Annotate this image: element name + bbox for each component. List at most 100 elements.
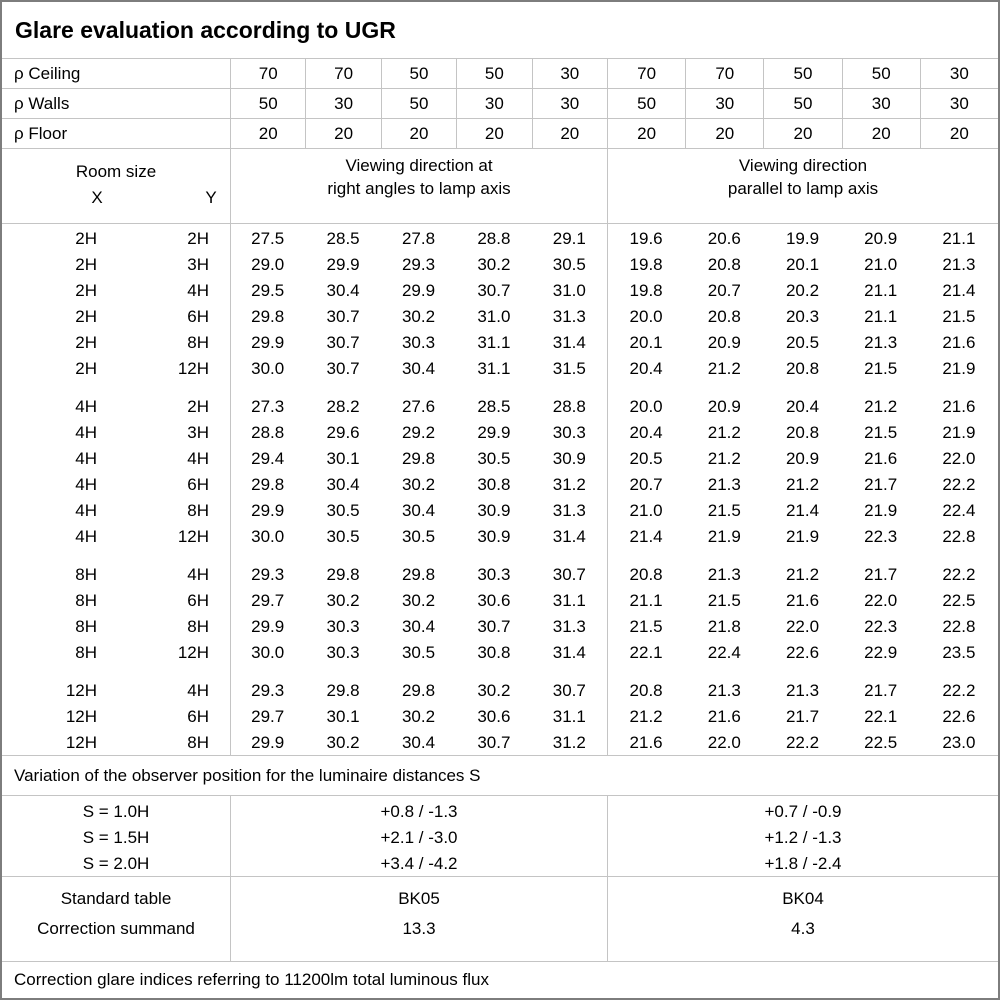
ugr-value: 20.8 — [785, 359, 820, 378]
ugr-value: 21.0 — [864, 255, 898, 274]
ugr-values-right-angles: 30.0 30.7 30.4 31.1 31.5 — [230, 359, 607, 379]
rho-value: 50 — [763, 59, 841, 88]
ugr-value: 21.7 — [864, 475, 898, 494]
column-header-row: Room size X Y Viewing direction at right… — [2, 149, 998, 224]
ugr-value: 21.3 — [707, 565, 741, 584]
room-x: 4H — [75, 527, 97, 546]
ugr-value: 21.1 — [942, 229, 976, 248]
ugr-value: 30.7 — [552, 565, 586, 584]
ugr-value: 21.3 — [707, 681, 741, 700]
ugr-value: 29.3 — [401, 255, 436, 274]
rho-ceiling-row: ρ Ceiling 70 70 50 50 30 70 70 50 50 30 — [2, 59, 998, 89]
ugr-value: 21.2 — [629, 707, 663, 726]
row-group-4h: 4H 2H 27.3 28.2 27.6 28.5 28.8 20.0 20.9… — [2, 394, 998, 550]
ugr-value: 21.5 — [942, 307, 976, 326]
rho-value: 20 — [841, 119, 920, 148]
row-group-8h: 8H 4H 29.3 29.8 29.8 30.3 30.7 20.8 21.3… — [2, 562, 998, 666]
ugr-value: 30.7 — [552, 681, 586, 700]
ugr-value: 31.1 — [552, 591, 586, 610]
ugr-values-right-angles: 29.8 30.4 30.2 30.8 31.2 — [230, 475, 607, 495]
ugr-values-parallel: 19.8 20.8 20.1 21.0 21.3 — [607, 255, 998, 275]
ugr-value: 21.0 — [629, 501, 663, 520]
ugr-value: 20.0 — [629, 307, 663, 326]
ugr-value: 30.7 — [326, 333, 360, 352]
rho-value: 20 — [919, 119, 998, 148]
room-x: 4H — [75, 475, 97, 494]
ugr-value: 21.5 — [864, 359, 898, 378]
ugr-value: 20.8 — [629, 681, 663, 700]
ugr-value: 21.3 — [785, 681, 820, 700]
ugr-value: 30.4 — [401, 617, 436, 636]
ugr-value: 30.7 — [326, 359, 360, 378]
ugr-value: 22.2 — [942, 565, 976, 584]
ugr-value: 30.1 — [326, 449, 360, 468]
room-y: 8H — [187, 501, 209, 520]
ugr-value: 27.5 — [251, 229, 285, 248]
ugr-value: 30.3 — [401, 333, 436, 352]
ugr-values-right-angles: 29.7 30.1 30.2 30.6 31.1 — [230, 707, 607, 727]
summary-label: Standard table — [60, 889, 172, 908]
summary-label: Correction summand — [37, 919, 195, 938]
rho-value: 20 — [230, 119, 305, 148]
ugr-value: 21.5 — [629, 617, 663, 636]
ugr-values-right-angles: 29.9 30.2 30.4 30.7 31.2 — [230, 733, 607, 753]
ugr-value: 22.9 — [864, 643, 898, 662]
parallel-header-line2: parallel to lamp axis — [727, 179, 879, 198]
ugr-value: 20.8 — [707, 307, 741, 326]
ugr-value: 22.0 — [942, 449, 976, 468]
ugr-value: 20.9 — [864, 229, 898, 248]
summary-value: BK05 — [398, 889, 440, 908]
variation-value: +3.4 / -4.2 — [380, 854, 458, 873]
ugr-table-body: 2H 2H 27.5 28.5 27.8 28.8 29.1 19.6 20.6… — [2, 224, 998, 755]
ugr-value: 21.6 — [707, 707, 741, 726]
ugr-value: 20.8 — [785, 423, 820, 442]
ugr-value: 21.5 — [707, 501, 741, 520]
ugr-value: 21.2 — [707, 449, 741, 468]
right-angles-header: Viewing direction at right angles to lam… — [230, 149, 607, 223]
ugr-value: 30.7 — [477, 617, 511, 636]
ugr-value: 31.4 — [552, 527, 586, 546]
rho-walls-label: ρ Walls — [14, 93, 70, 113]
ugr-values-parallel: 22.1 22.4 22.6 22.9 23.5 — [607, 643, 998, 663]
ugr-value: 21.6 — [864, 449, 898, 468]
ugr-value: 19.6 — [629, 229, 663, 248]
room-x: 2H — [75, 333, 97, 352]
footer-note: Correction glare indices referring to 11… — [14, 970, 489, 989]
rho-value: 70 — [685, 59, 763, 88]
ugr-values-parallel: 20.4 21.2 20.8 21.5 21.9 — [607, 423, 998, 443]
room-y: 4H — [187, 281, 209, 300]
rho-value: 50 — [380, 89, 456, 118]
ugr-value: 21.2 — [864, 397, 898, 416]
rho-value: 70 — [230, 59, 305, 88]
ugr-value: 29.0 — [251, 255, 285, 274]
y-column-label: Y — [205, 188, 217, 207]
room-size-label: Room size — [75, 162, 157, 181]
ugr-value: 29.9 — [326, 255, 360, 274]
ugr-value: 30.0 — [251, 359, 285, 378]
ugr-value: 20.9 — [707, 397, 741, 416]
rho-floor-row: ρ Floor 20 20 20 20 20 20 20 20 20 20 — [2, 119, 998, 149]
ugr-value: 20.1 — [629, 333, 663, 352]
right-angles-header-line2: right angles to lamp axis — [327, 179, 511, 198]
ugr-value: 20.9 — [785, 449, 820, 468]
ugr-values-right-angles: 29.4 30.1 29.8 30.5 30.9 — [230, 449, 607, 469]
ugr-value: 29.8 — [401, 449, 436, 468]
ugr-value: 31.0 — [477, 307, 511, 326]
room-x: 2H — [75, 307, 97, 326]
ugr-value: 20.8 — [629, 565, 663, 584]
rho-value: 30 — [841, 89, 920, 118]
rho-value: 20 — [607, 119, 685, 148]
ugr-values-parallel: 20.8 21.3 21.3 21.7 22.2 — [607, 681, 998, 701]
ugr-value: 30.4 — [326, 475, 360, 494]
ugr-values-parallel: 21.1 21.5 21.6 22.0 22.5 — [607, 591, 998, 611]
table-row: 4H 8H 29.9 30.5 30.4 30.9 31.3 21.0 21.5… — [2, 498, 998, 524]
ugr-value: 31.2 — [552, 475, 586, 494]
table-row: 2H 4H 29.5 30.4 29.9 30.7 31.0 19.8 20.7… — [2, 278, 998, 304]
room-x: 8H — [75, 565, 97, 584]
ugr-value: 22.4 — [942, 501, 976, 520]
ugr-value: 30.7 — [326, 307, 360, 326]
ugr-value: 31.3 — [552, 501, 586, 520]
table-row: 12H 6H 29.7 30.1 30.2 30.6 31.1 21.2 21.… — [2, 704, 998, 730]
ugr-values-parallel: 20.0 20.8 20.3 21.1 21.5 — [607, 307, 998, 327]
